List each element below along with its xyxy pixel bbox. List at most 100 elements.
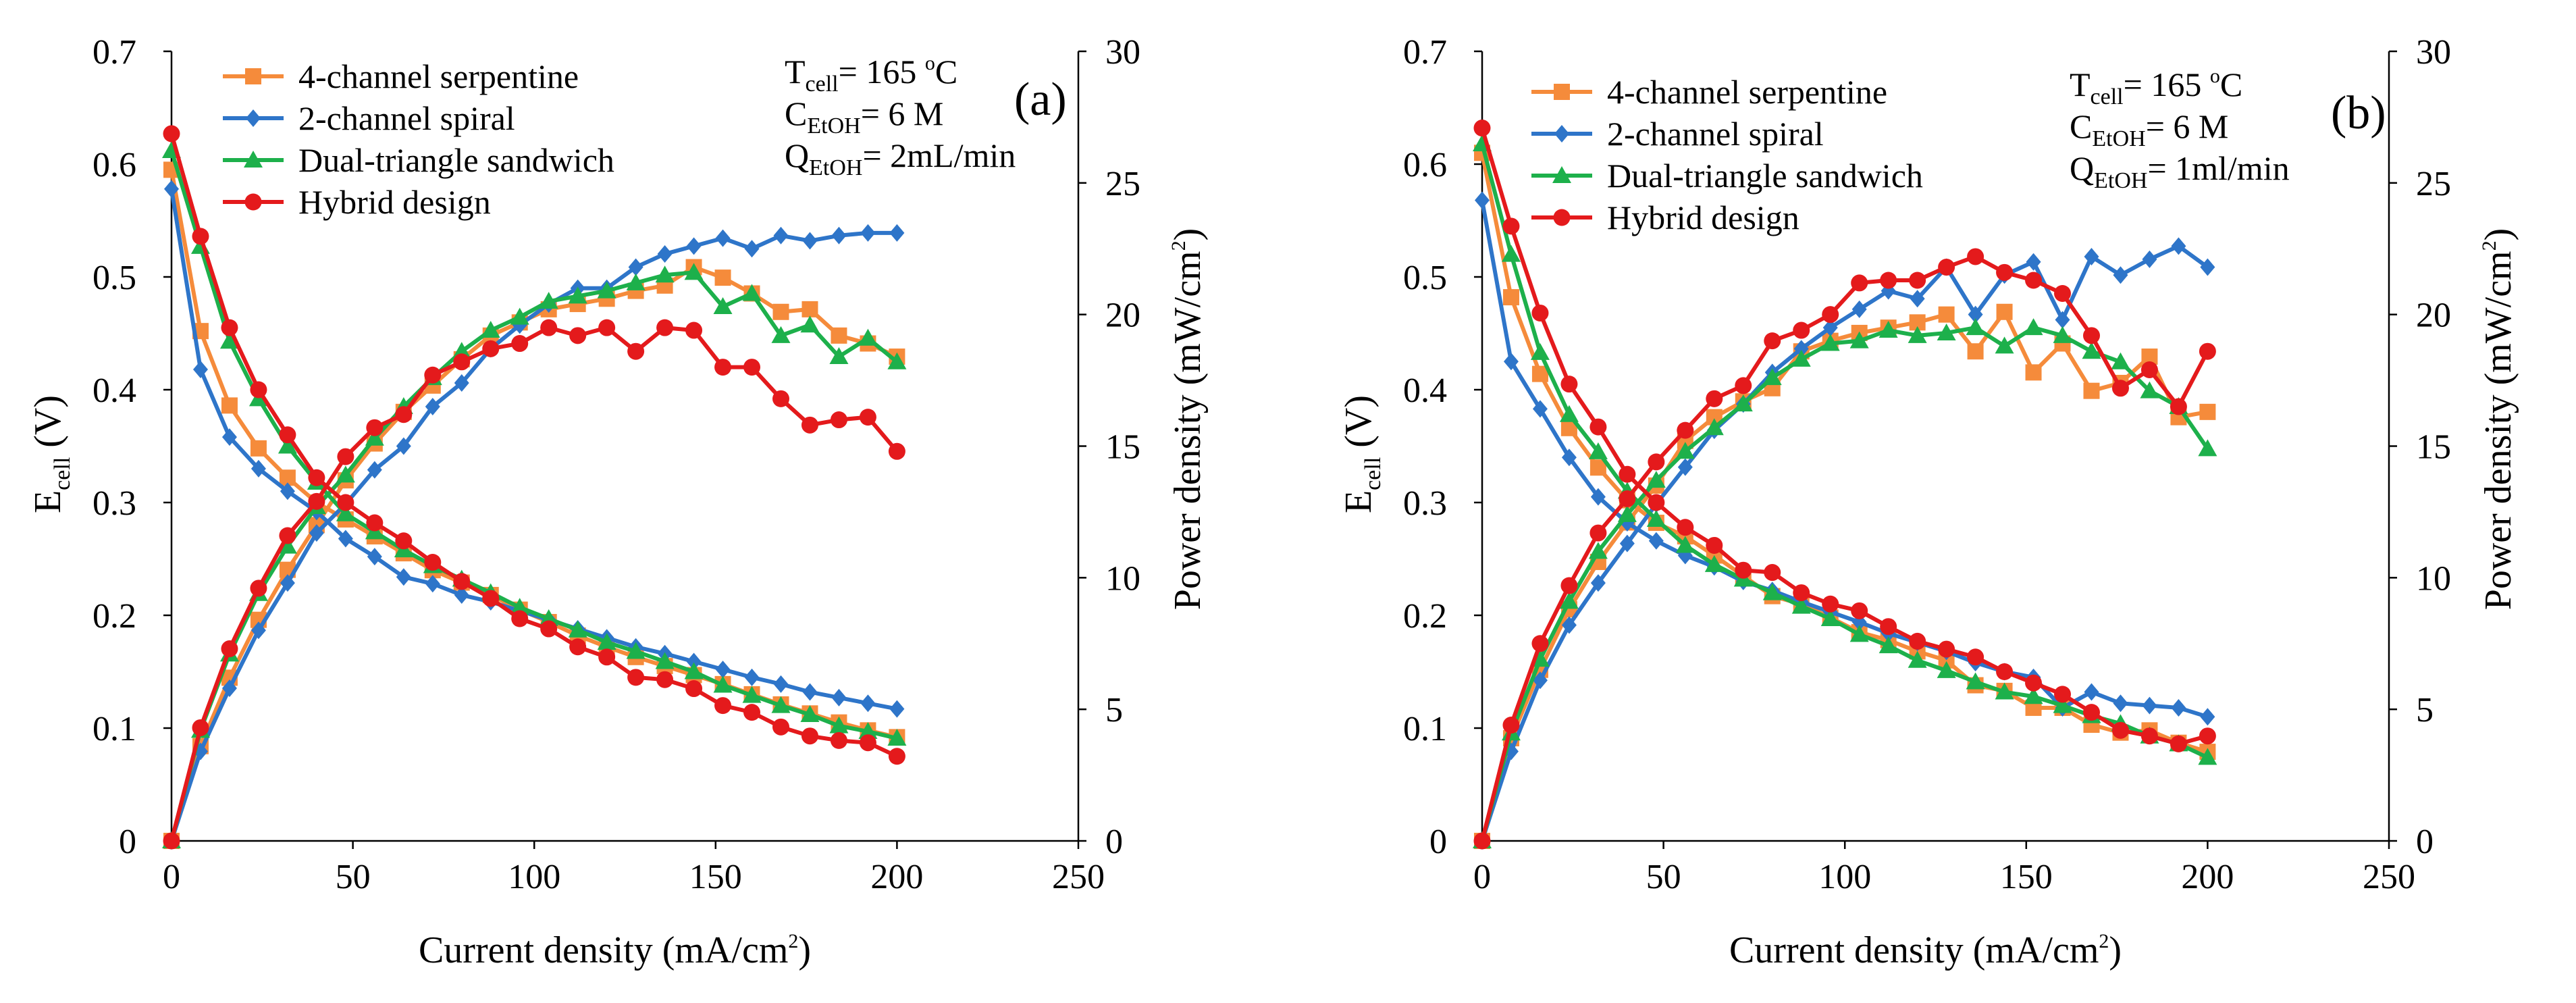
panel-a-2-channel-spiral-power-point xyxy=(396,437,411,455)
panel-b-2-channel-spiral-power-point xyxy=(2171,237,2186,255)
panel-b-dual-triangle-sandwich-power-point xyxy=(1966,318,1985,336)
panel-b-hybrid-design-voltage-point xyxy=(2170,735,2187,752)
panel-a-dual-triangle-sandwich-power-point xyxy=(887,352,907,369)
panel-b-dual-triangle-sandwich-power-point xyxy=(1878,321,1898,338)
panel-a-dual-triangle-sandwich-power-point xyxy=(684,263,704,280)
panel-b-2-channel-spiral-voltage-point xyxy=(1532,400,1548,418)
panel-a-dual-triangle-sandwich-power-point xyxy=(713,297,733,314)
panel-b-2-channel-spiral-power-point xyxy=(1851,300,1867,318)
panel-a-condition-concentration: CEtOH= 6 M xyxy=(785,95,943,138)
panel-a-hybrid-design-power-point xyxy=(424,366,442,384)
panel-b-hybrid-design-power-point xyxy=(1589,524,1607,542)
panel-b-dual-triangle-sandwich-power-point xyxy=(1762,368,1782,386)
panel-a-hybrid-design-voltage-point xyxy=(163,125,180,143)
panel-b-dual-triangle-sandwich-voltage-point xyxy=(1704,555,1724,572)
panel-a-2-channel-spiral-power-point xyxy=(744,240,760,258)
panel-b-condition-concentration: CEtOH= 6 M xyxy=(2070,107,2228,151)
panel-a-dual-triangle-sandwich-power-point xyxy=(829,347,849,365)
panel-a-hybrid-design-voltage-point xyxy=(598,648,616,666)
panel-a-label: (a) xyxy=(1014,74,1067,126)
panel-a-y-left-axis-label: Ecell (V) xyxy=(27,395,75,513)
panel-b-dual-triangle-sandwich-power-point xyxy=(1820,334,1840,351)
panel-b-dual-triangle-sandwich-voltage-point xyxy=(1530,342,1550,360)
panel-b-2-channel-spiral-power-point xyxy=(1532,671,1548,690)
panel-b-dual-triangle-sandwich-voltage-point xyxy=(2024,687,2043,704)
panel-a-hybrid-design-power-point xyxy=(366,419,384,436)
panel-a-2-channel-spiral-power-point xyxy=(889,224,905,242)
panel-b-y-right-tick-label: 25 xyxy=(2416,165,2451,203)
panel-b-4-channel-serpentine-voltage-point xyxy=(1502,289,1519,306)
panel-a-y-left-tick-label: 0.5 xyxy=(93,259,136,297)
panel-a-hybrid-design-power-point xyxy=(569,327,587,344)
panel-b-dual-triangle-sandwich-power-point xyxy=(2140,381,2159,398)
panel-b-hybrid-design-power-point xyxy=(2140,361,2158,378)
panel-a-hybrid-design-voltage-point xyxy=(453,573,471,590)
panel-a-x-tick-label: 200 xyxy=(870,858,923,896)
panel-a-hybrid-design-power-point xyxy=(685,322,703,339)
panel-a-dual-triangle-sandwich-voltage-point xyxy=(829,716,849,734)
panel-b-4-channel-serpentine-power-point xyxy=(1996,303,2013,320)
panel-a-dual-triangle-sandwich-power-point xyxy=(539,292,558,309)
panel-a-hybrid-design-power-point xyxy=(250,580,267,597)
panel-a-2-channel-spiral-power-point xyxy=(831,226,847,245)
panel-b-dual-triangle-sandwich-voltage-point xyxy=(1501,245,1521,262)
panel-a-hybrid-design-voltage-point xyxy=(221,319,238,336)
panel-a-y-left-tick-label: 0 xyxy=(119,823,136,861)
panel-b-2-channel-spiral-voltage-point xyxy=(1561,448,1577,467)
panel-a-hybrid-design-voltage-point xyxy=(308,469,325,486)
panel-b-4-channel-serpentine-power-point xyxy=(1967,343,1984,360)
panel-b-x-axis-label: Current density (mA/cm2) xyxy=(1729,929,2122,971)
panel-b-hybrid-design-voltage-point xyxy=(1967,648,1984,666)
panel-a-legend-entry-4-channel-serpentine: 4-channel serpentine xyxy=(223,57,579,95)
panel-a-4-channel-serpentine-power-point xyxy=(831,327,847,344)
panel-a-y-right-tick-label: 25 xyxy=(1105,165,1140,203)
panel-a-2-channel-spiral-voltage-point xyxy=(686,652,702,671)
panel-b-series-hybrid-design xyxy=(1473,120,2216,850)
panel-a-2-channel-spiral-power-point xyxy=(715,229,731,247)
panel-a-hybrid-design-voltage-point xyxy=(482,590,500,607)
panel-a-hybrid-design-voltage-point xyxy=(685,680,703,698)
panel-a-2-channel-spiral-voltage-point xyxy=(889,700,905,718)
panel-a-hybrid-design-power-point xyxy=(743,359,761,376)
panel-a-hybrid-design-power-point xyxy=(482,340,500,357)
panel-b-x-tick-label: 250 xyxy=(2363,858,2415,896)
panel-a-dual-triangle-sandwich-power-point xyxy=(278,536,297,554)
panel-b-2-channel-spiral-power-point xyxy=(1822,319,1838,337)
panel-a-4-channel-serpentine-voltage-point xyxy=(221,397,238,414)
panel-a-series-hybrid-design xyxy=(163,125,905,850)
panel-a-x-tick-label: 250 xyxy=(1052,858,1105,896)
panel-b-hybrid-design-voltage-point xyxy=(1589,418,1607,436)
panel-a-y-right-tick-label: 15 xyxy=(1105,428,1140,467)
panel-a-y-left-tick-label: 0.7 xyxy=(93,33,136,72)
panel-b-dual-triangle-sandwich-power-point xyxy=(2198,439,2217,457)
panel-b-2-channel-spiral-power-point xyxy=(2026,253,2041,271)
panel-a-hybrid-design-power-point xyxy=(308,492,325,510)
panel-a-dual-triangle-sandwich-power-point xyxy=(858,328,878,346)
panel-b-hybrid-design-voltage-point xyxy=(1851,602,1868,619)
panel-a-legend-entry-dual-triangle-sandwich: Dual-triangle sandwich xyxy=(223,141,614,179)
panel-b-2-channel-spiral-power-point xyxy=(2142,250,2157,268)
panel-a-2-channel-spiral-power-point xyxy=(425,398,440,416)
panel-a-hybrid-design-voltage-point xyxy=(714,697,732,715)
panel-b-dual-triangle-sandwich-power-point xyxy=(1704,418,1724,436)
panel-b-dual-triangle-sandwich-voltage-point xyxy=(1791,596,1811,614)
panel-a-x-tick-label: 50 xyxy=(336,858,371,896)
panel-b-dual-triangle-sandwich-voltage-point xyxy=(1762,583,1782,600)
panel-a-legend-entry-hybrid-design: Hybrid design xyxy=(223,183,491,221)
panel-b-2-channel-spiral-voltage-point xyxy=(2084,683,2099,701)
panel-a-hybrid-design-power-point xyxy=(598,319,616,336)
panel-b-condition-temperature: Tcell= 165 oC xyxy=(2070,65,2242,109)
panel-b-hybrid-design-voltage-point xyxy=(1473,120,1491,137)
panel-b-2-channel-spiral-power-point xyxy=(1590,574,1606,592)
panel-b-hybrid-design-power-point xyxy=(1531,635,1549,652)
panel-a-dual-triangle-sandwich-power-point xyxy=(742,284,762,301)
panel-a-hybrid-design-voltage-point xyxy=(627,669,645,686)
panel-a-dual-triangle-sandwich-power-point xyxy=(655,265,675,283)
panel-a-2-channel-spiral-power-point xyxy=(454,374,469,392)
panel-a-2-channel-spiral-voltage-point xyxy=(773,675,789,693)
panel-a-hybrid-design-voltage-point xyxy=(250,381,267,398)
panel-b-x-tick-label: 200 xyxy=(2181,858,2234,896)
panel-b-dual-triangle-sandwich-voltage-point xyxy=(1937,661,1956,678)
panel-a-legend-entry-2-channel-spiral: 2-channel spiral xyxy=(223,99,515,137)
